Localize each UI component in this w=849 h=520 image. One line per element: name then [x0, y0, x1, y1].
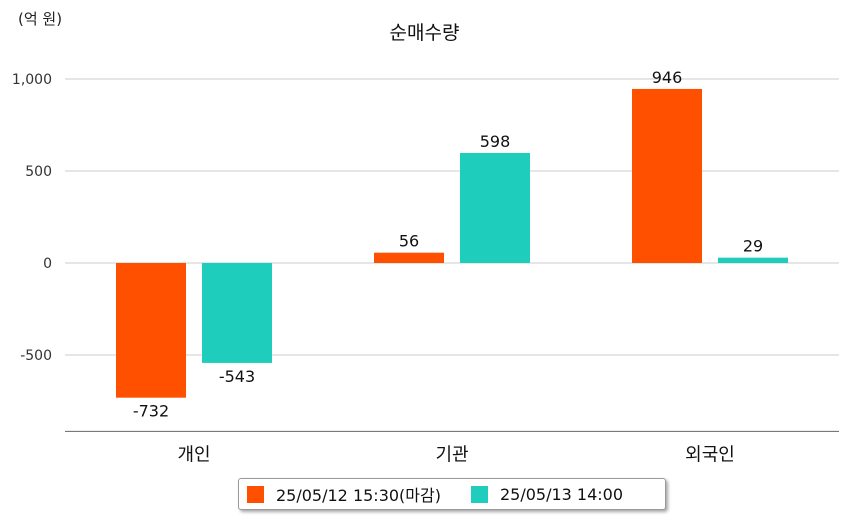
- bar-series-1: [116, 263, 186, 398]
- legend-item-series-2[interactable]: 25/05/13 14:00: [470, 484, 624, 504]
- x-tick-label: 외국인: [685, 444, 735, 465]
- data-label: -543: [219, 367, 255, 386]
- y-unit-label: (억 원): [18, 10, 63, 28]
- chart-title: 순매수량: [389, 22, 460, 44]
- data-label: 29: [743, 237, 763, 256]
- bar-series-2: [202, 263, 272, 363]
- data-label: 56: [399, 232, 419, 251]
- y-tick-label: 0: [43, 256, 52, 272]
- legend-label-series-2: 25/05/13 14:00: [499, 484, 624, 504]
- bar-chart: 1,000 500 0 -500 개인 -732 -543 기관 56 598 외국인 946 29: [12, 68, 839, 465]
- y-tick-label: -500: [20, 348, 52, 364]
- data-label: -732: [133, 402, 169, 421]
- legend-label-series-1: 25/05/12 15:30(마감): [276, 486, 441, 505]
- bar-series-1: [632, 88, 702, 263]
- x-tick-label: 개인: [177, 444, 210, 465]
- legend-item-series-1[interactable]: 25/05/12 15:30(마감): [247, 482, 441, 506]
- legend: 25/05/12 15:30(마감) 25/05/13 14:00: [238, 478, 666, 510]
- bar-series-1: [374, 252, 444, 263]
- data-label: 598: [480, 132, 511, 151]
- bar-series-2: [460, 152, 530, 263]
- y-tick-label: 1,000: [12, 72, 52, 88]
- y-tick-label: 500: [25, 164, 52, 180]
- x-tick-label: 기관: [435, 444, 468, 465]
- legend-swatch-series-2: [470, 485, 488, 503]
- bar-series-2: [718, 257, 788, 263]
- legend-swatch-series-1: [247, 485, 264, 503]
- data-label: 946: [652, 68, 683, 87]
